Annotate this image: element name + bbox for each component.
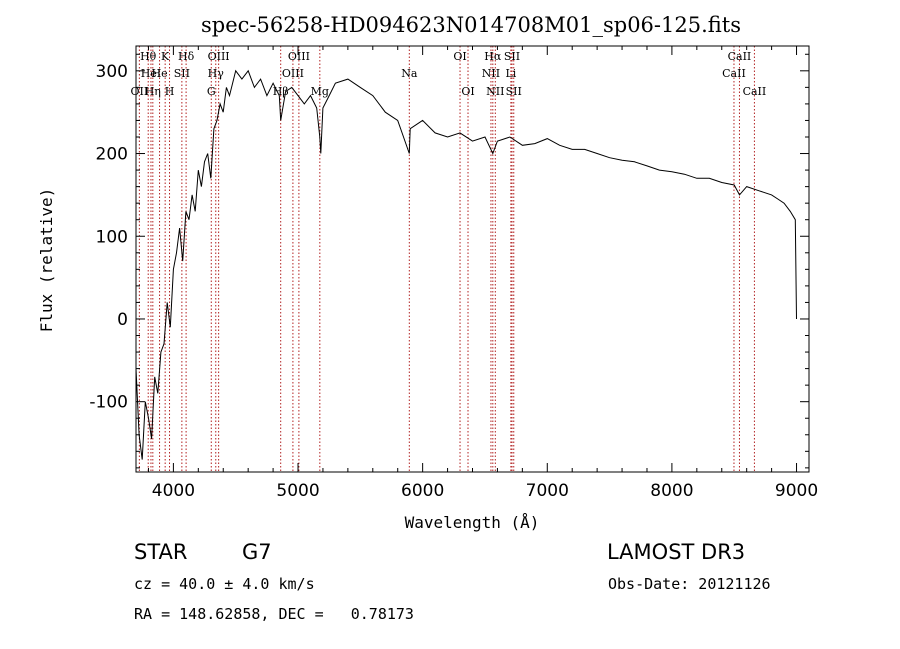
line-label-14: OIII	[282, 67, 304, 80]
x-tick-label-4000: 4000	[152, 481, 195, 501]
x-tick-label-7000: 7000	[526, 481, 569, 501]
line-label-19: Hα	[484, 50, 502, 63]
line-label-4: He	[152, 67, 168, 80]
y-tick-label-100: 100	[96, 227, 128, 247]
line-label-5: K	[161, 50, 170, 63]
line-label-7: SII	[174, 67, 190, 80]
x-tick-label-6000: 6000	[401, 481, 444, 501]
line-label-13: OIII	[288, 50, 310, 63]
line-label-18: OI	[461, 85, 474, 98]
redshift-text: cz = 40.0 ± 4.0 km/s	[134, 575, 315, 593]
y-axis: -100 0 100 200 300	[89, 53, 809, 469]
x-tick-label-9000: 9000	[775, 481, 818, 501]
y-tick-label--100: -100	[89, 393, 128, 413]
y-tick-label-300: 300	[96, 62, 128, 82]
line-label-9: OIII	[208, 50, 230, 63]
line-label-11: G	[207, 85, 216, 98]
line-label-15: Mg	[311, 85, 329, 98]
line-label-8: Hδ	[178, 50, 195, 63]
line-label-27: CaII	[743, 85, 767, 98]
chart-title: spec-56258-HD094623N014708M01_sp06-125.f…	[201, 13, 741, 37]
x-tick-label-8000: 8000	[650, 481, 693, 501]
line-label-6: H	[165, 85, 175, 98]
line-label-3: Hη	[145, 85, 161, 98]
line-label-1: OII	[131, 85, 149, 98]
class-label: STAR	[134, 540, 188, 564]
line-label-24: SII	[506, 85, 522, 98]
plot-frame	[135, 45, 810, 473]
line-label-23: Li	[505, 67, 516, 80]
y-tick-label-0: 0	[117, 310, 128, 330]
x-tick-label-5000: 5000	[276, 481, 319, 501]
survey-label: LAMOST DR3	[607, 540, 746, 564]
obs-date-text: Obs-Date: 20121126	[608, 575, 771, 593]
line-label-17: OI	[453, 50, 466, 63]
x-axis-label: Wavelength (Å)	[405, 513, 540, 532]
line-label-25: CaII	[728, 50, 752, 63]
line-label-21: NII	[486, 85, 504, 98]
emission-line-markers	[138, 46, 755, 472]
line-label-26: CaII	[722, 67, 746, 80]
subclass-label: G7	[242, 540, 272, 564]
spectrum-series-line	[135, 69, 797, 460]
line-label-0: Hθ	[140, 50, 157, 63]
line-label-2: HeI	[141, 67, 161, 80]
y-tick-label-200: 200	[96, 145, 128, 165]
coordinates-text: RA = 148.62858, DEC = 0.78173	[134, 605, 414, 623]
line-label-16: Na	[401, 67, 418, 80]
line-label-10: Hγ	[208, 67, 225, 80]
line-label-20: NII	[482, 67, 500, 80]
x-axis: 4000 5000 6000 7000 8000 9000	[147, 46, 818, 501]
y-axis-label: Flux (relative)	[37, 188, 56, 333]
line-label-22: SII	[504, 50, 520, 63]
